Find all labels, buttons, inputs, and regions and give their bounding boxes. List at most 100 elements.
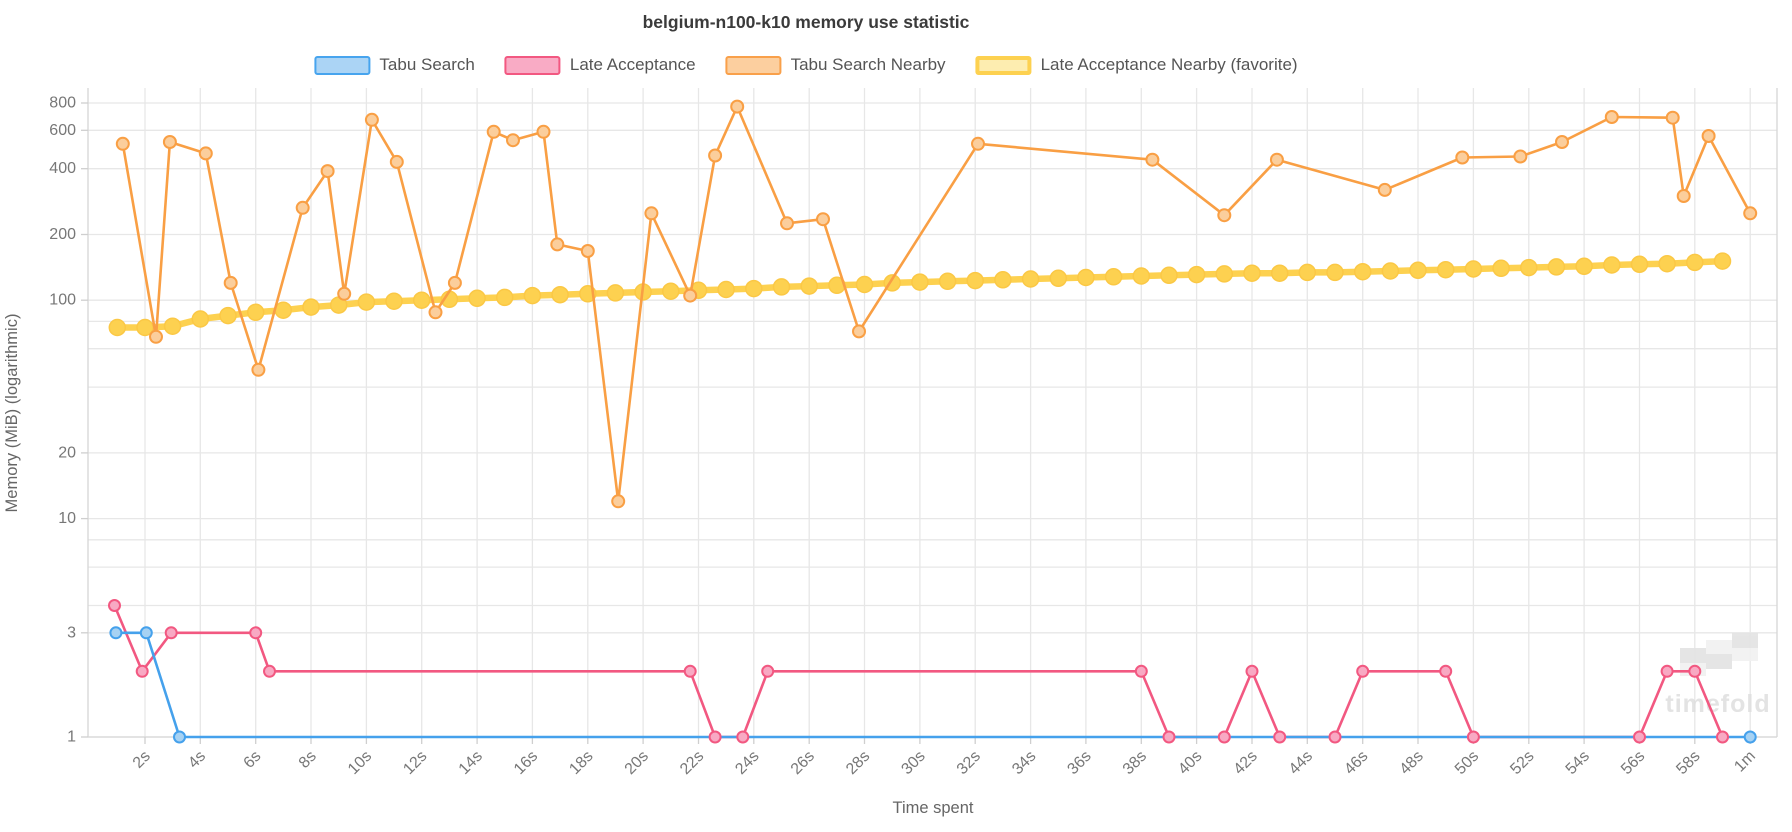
data-point[interactable] <box>1686 253 1704 272</box>
data-point[interactable] <box>109 626 123 640</box>
data-point[interactable] <box>468 289 486 308</box>
data-point[interactable] <box>780 216 794 231</box>
data-point[interactable] <box>198 146 213 161</box>
data-point[interactable] <box>357 293 376 311</box>
data-point[interactable] <box>550 237 565 252</box>
data-point[interactable] <box>1575 257 1593 276</box>
data-point[interactable] <box>1665 110 1680 125</box>
data-point[interactable] <box>708 730 722 744</box>
data-point[interactable] <box>249 626 263 640</box>
data-point[interactable] <box>1049 269 1068 288</box>
data-point[interactable] <box>428 305 443 320</box>
data-point[interactable] <box>1603 256 1621 274</box>
data-point[interactable] <box>717 280 735 299</box>
data-point[interactable] <box>447 275 462 290</box>
data-point[interactable] <box>108 599 121 612</box>
data-point[interactable] <box>1160 266 1178 285</box>
data-point[interactable] <box>1455 150 1470 165</box>
legend-item-late-acceptance[interactable]: Late Acceptance <box>504 55 696 75</box>
data-point[interactable] <box>966 271 984 290</box>
data-point[interactable] <box>1701 129 1716 143</box>
data-point[interactable] <box>772 278 791 296</box>
data-point[interactable] <box>139 626 153 640</box>
data-point[interactable] <box>1513 149 1528 164</box>
data-point[interactable] <box>1269 152 1284 167</box>
data-point[interactable] <box>1520 258 1538 277</box>
data-point[interactable] <box>163 317 182 335</box>
data-point[interactable] <box>1547 258 1566 276</box>
data-point[interactable] <box>389 154 404 169</box>
data-point[interactable] <box>1604 110 1619 124</box>
data-point[interactable] <box>662 282 680 300</box>
data-point[interactable] <box>855 275 874 294</box>
data-point[interactable] <box>364 112 379 127</box>
data-point[interactable] <box>1716 730 1729 744</box>
data-point[interactable] <box>736 730 750 744</box>
data-point[interactable] <box>1633 730 1646 744</box>
data-point[interactable] <box>745 279 763 298</box>
data-point[interactable] <box>506 133 520 148</box>
data-point[interactable] <box>551 285 569 304</box>
data-point[interactable] <box>1464 260 1483 278</box>
data-point[interactable] <box>1713 252 1732 270</box>
data-point[interactable] <box>1381 262 1400 280</box>
legend-item-tabu-search-nearby[interactable]: Tabu Search Nearby <box>725 55 946 75</box>
data-point[interactable] <box>1436 260 1455 279</box>
data-point[interactable] <box>486 124 501 139</box>
data-point[interactable] <box>246 303 265 322</box>
data-point[interactable] <box>223 275 238 290</box>
data-point[interactable] <box>1162 730 1176 744</box>
data-point[interactable] <box>1328 730 1342 744</box>
data-point[interactable] <box>1270 264 1289 282</box>
legend-item-late-acceptance-nearby-favorite[interactable]: Late Acceptance Nearby (favorite) <box>975 55 1298 75</box>
data-point[interactable] <box>1077 268 1095 287</box>
data-point[interactable] <box>1630 255 1649 274</box>
data-point[interactable] <box>1658 254 1676 273</box>
data-point[interactable] <box>761 664 775 678</box>
data-point[interactable] <box>1555 135 1569 149</box>
data-point[interactable] <box>263 664 276 678</box>
data-point[interactable] <box>1217 730 1231 744</box>
data-point[interactable] <box>1273 730 1287 744</box>
data-point[interactable] <box>164 626 178 640</box>
data-point[interactable] <box>1377 182 1392 197</box>
data-point[interactable] <box>1243 264 1261 282</box>
data-point[interactable] <box>1356 664 1370 678</box>
data-point[interactable] <box>1743 206 1758 221</box>
data-point[interactable] <box>611 494 626 509</box>
data-point[interactable] <box>251 362 266 377</box>
data-point[interactable] <box>606 284 625 302</box>
data-point[interactable] <box>337 286 352 301</box>
data-point[interactable] <box>1104 268 1123 286</box>
data-point[interactable] <box>1676 189 1691 203</box>
data-point[interactable] <box>1353 262 1372 281</box>
data-point[interactable] <box>274 301 293 319</box>
data-point[interactable] <box>1466 730 1480 744</box>
data-point[interactable] <box>115 136 130 151</box>
data-point[interactable] <box>852 324 866 339</box>
data-point[interactable] <box>191 310 210 328</box>
data-point[interactable] <box>938 272 957 291</box>
data-point[interactable] <box>135 664 149 678</box>
data-point[interactable] <box>1245 664 1259 678</box>
data-point[interactable] <box>1688 664 1702 678</box>
data-point[interactable] <box>1187 265 1206 284</box>
data-point[interactable] <box>971 136 985 151</box>
data-point[interactable] <box>816 212 830 227</box>
data-point[interactable] <box>536 124 551 139</box>
data-point[interactable] <box>708 148 723 163</box>
legend-item-tabu-search[interactable]: Tabu Search <box>314 55 475 75</box>
data-point[interactable] <box>1298 263 1317 282</box>
data-point[interactable] <box>1215 265 1234 283</box>
data-point[interactable] <box>800 277 818 295</box>
data-point[interactable] <box>730 99 745 114</box>
data-point[interactable] <box>149 329 163 344</box>
data-point[interactable] <box>1409 261 1427 280</box>
data-point[interactable] <box>108 318 127 337</box>
data-point[interactable] <box>320 164 335 179</box>
data-point[interactable] <box>911 273 929 291</box>
data-point[interactable] <box>385 292 403 310</box>
data-point[interactable] <box>1492 259 1510 278</box>
data-point[interactable] <box>412 291 431 309</box>
